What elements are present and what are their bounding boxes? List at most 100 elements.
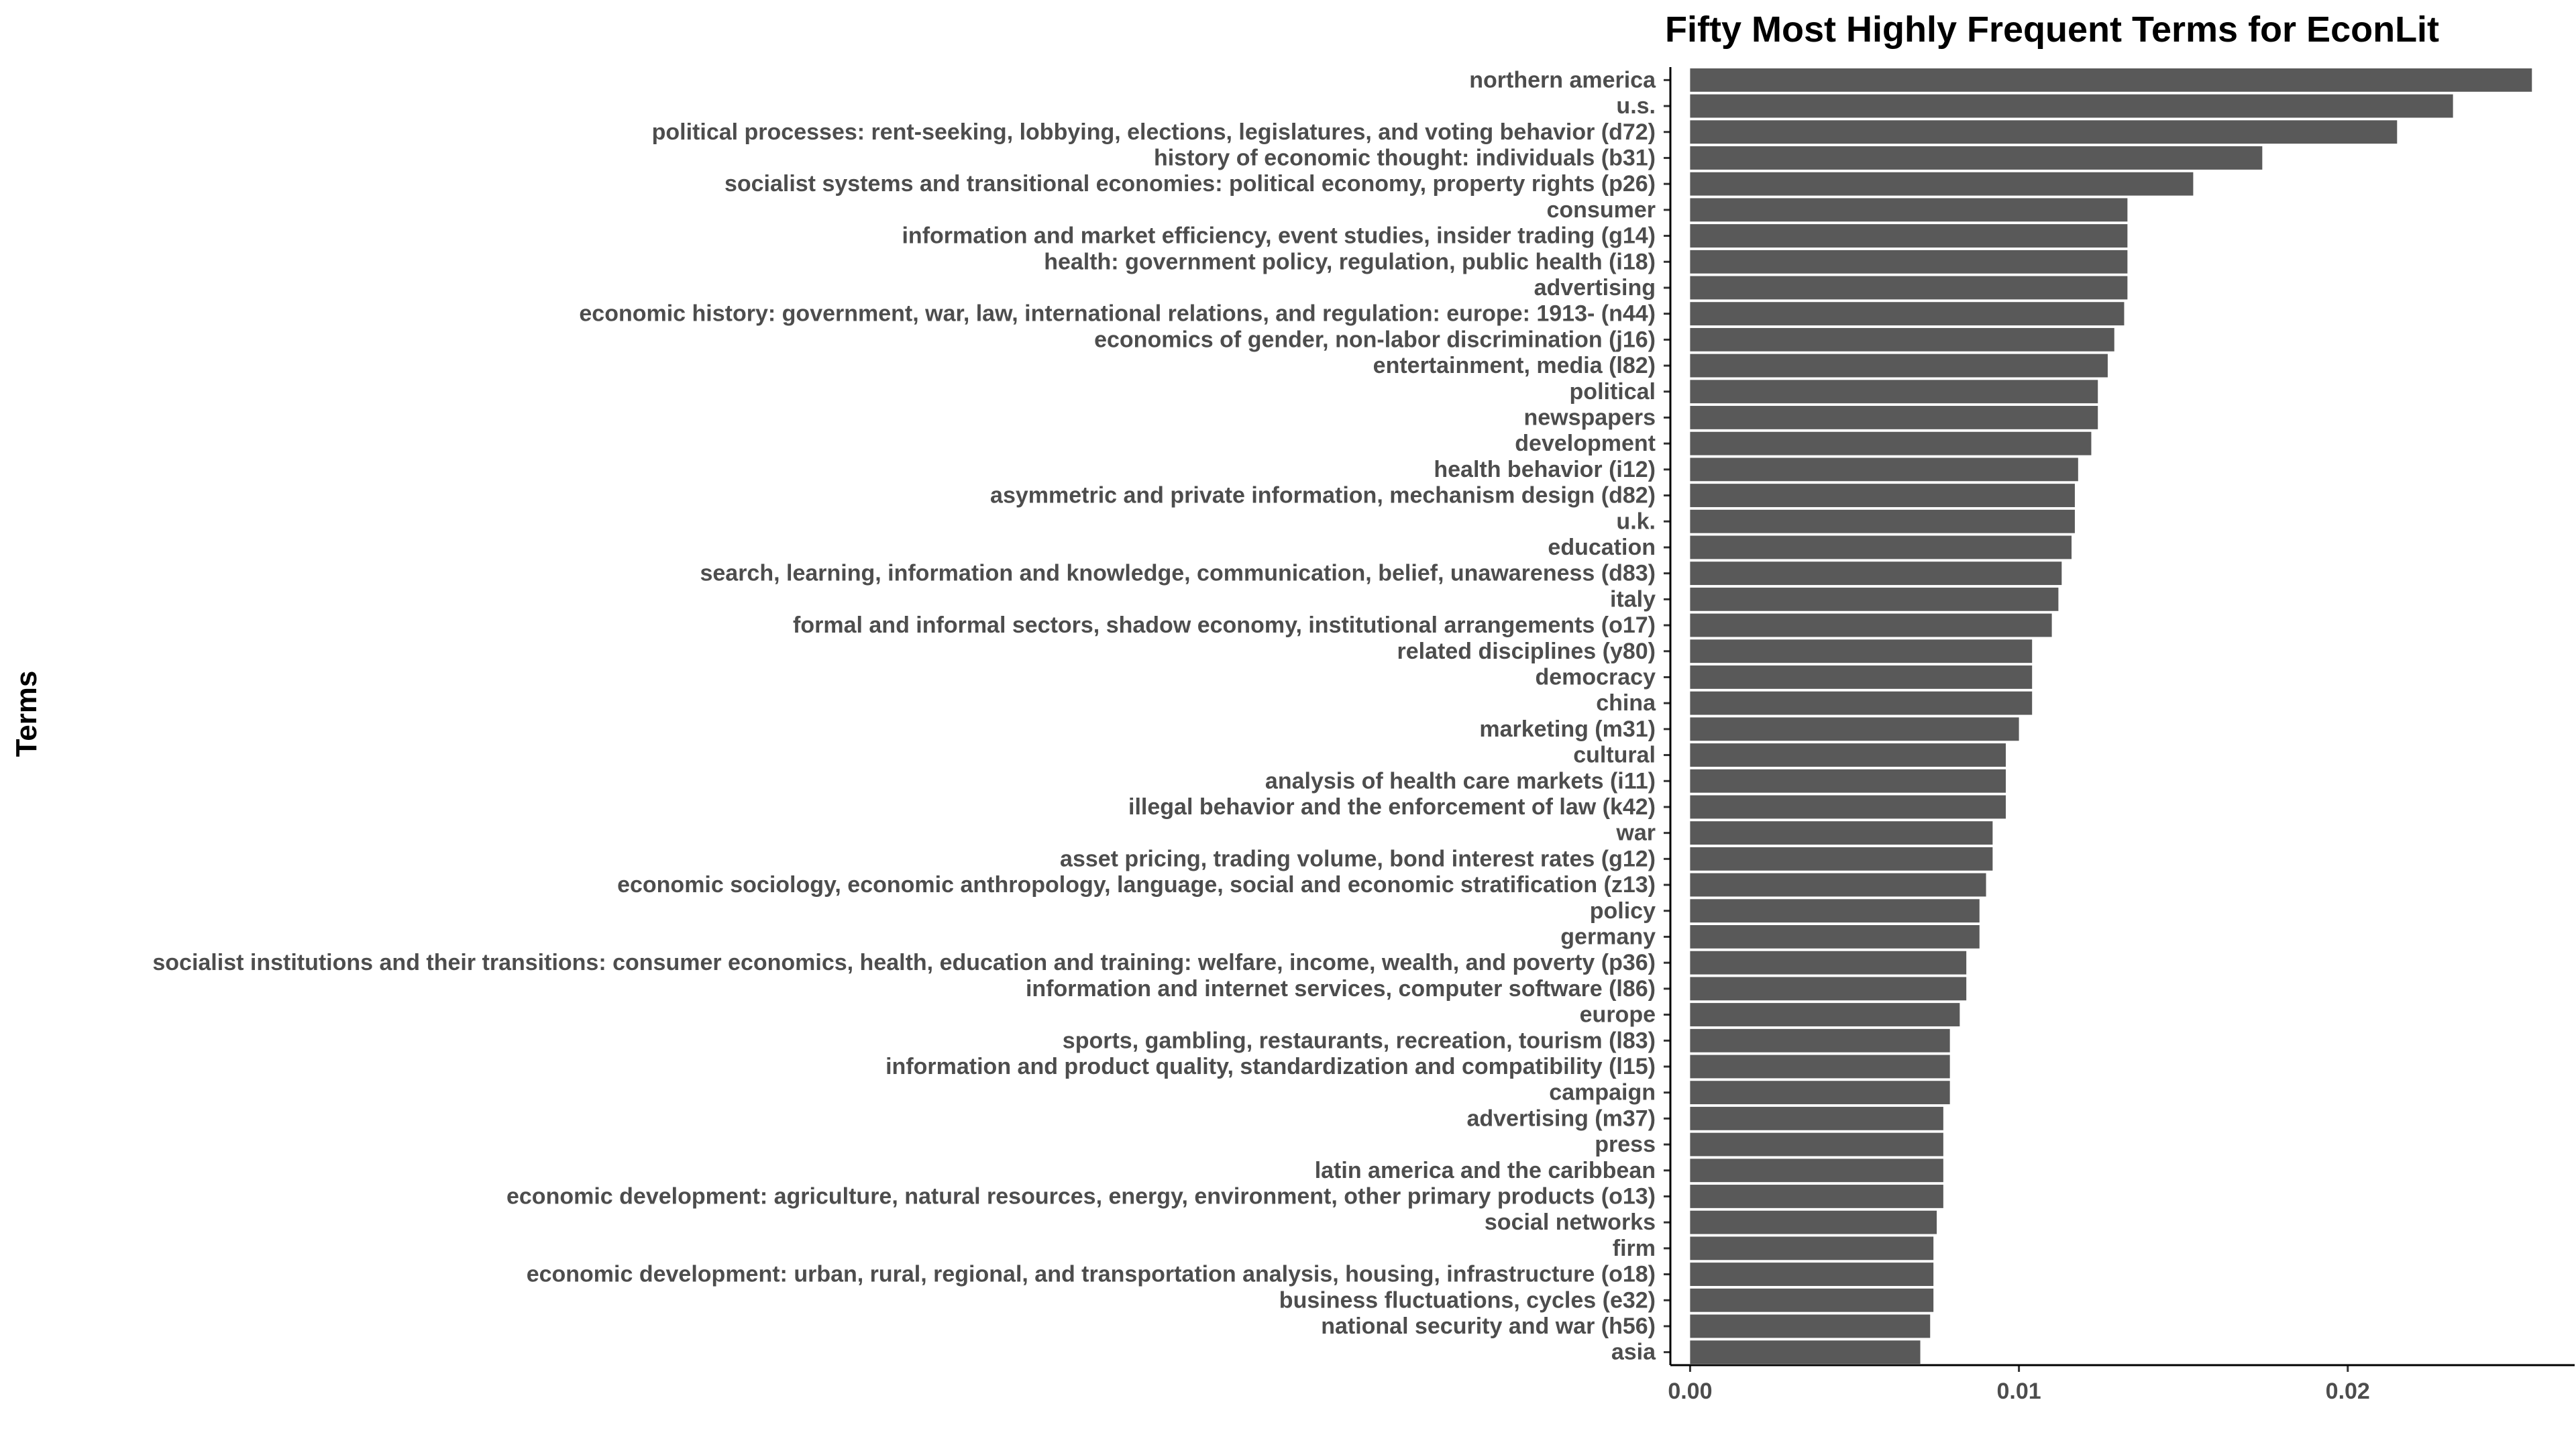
category-label: war [1615, 820, 1656, 846]
bar [1690, 613, 2052, 637]
bar [1690, 250, 2128, 274]
category-label: economic development: agriculture, natur… [506, 1183, 1656, 1209]
category-label: u.k. [1616, 508, 1656, 534]
category-label: asymmetric and private information, mech… [990, 483, 1656, 508]
category-label: europe [1580, 1002, 1656, 1028]
category-label: press [1595, 1132, 1656, 1157]
category-label: formal and informal sectors, shadow econ… [793, 612, 1656, 638]
bar [1690, 1288, 1934, 1312]
bar [1690, 1159, 1943, 1183]
x-tick-label: 0.02 [2326, 1379, 2370, 1404]
category-label: asia [1611, 1340, 1656, 1365]
category-label: northern america [1469, 67, 1656, 93]
category-label: education [1548, 535, 1656, 560]
bar [1690, 951, 1967, 975]
category-label: related disciplines (y80) [1397, 639, 1656, 664]
bar [1690, 1236, 1934, 1260]
bar [1690, 94, 2453, 118]
bar [1690, 68, 2532, 92]
category-label: socialist institutions and their transit… [152, 950, 1656, 975]
bar [1690, 484, 2075, 507]
category-label: latin america and the caribbean [1315, 1158, 1656, 1183]
bar [1690, 691, 2033, 715]
category-label: cultural [1573, 743, 1656, 768]
category-label: advertising [1534, 275, 1656, 301]
bar [1690, 873, 1986, 897]
bars-layer [1690, 68, 2532, 1364]
bar [1690, 406, 2098, 429]
category-label: economic development: urban, rural, regi… [527, 1262, 1656, 1287]
bar [1690, 276, 2128, 300]
category-label: consumer [1547, 197, 1656, 223]
bar [1690, 354, 2108, 378]
bar [1690, 587, 2059, 611]
bar [1690, 795, 2006, 819]
category-label: illegal behavior and the enforcement of … [1128, 794, 1656, 820]
bar [1690, 458, 2078, 482]
category-label: development [1515, 431, 1656, 456]
bar [1690, 380, 2098, 404]
bar [1690, 665, 2033, 689]
category-label: marketing (m31) [1479, 716, 1656, 742]
category-label: entertainment, media (l82) [1373, 353, 1656, 378]
y-axis-ticks [1664, 78, 1670, 1354]
bar [1690, 1106, 1943, 1130]
bar [1690, 1003, 1960, 1026]
y-axis-title: Terms [10, 671, 43, 757]
category-label: u.s. [1616, 93, 1656, 119]
bar [1690, 899, 1980, 923]
category-label: economic history: government, war, law, … [579, 301, 1656, 327]
bar [1690, 769, 2006, 793]
category-label: information and market efficiency, event… [902, 223, 1656, 249]
bar [1690, 224, 2128, 248]
bar [1690, 1028, 1950, 1053]
bar [1690, 561, 2062, 586]
category-label: search, learning, information and knowle… [700, 561, 1656, 586]
bar [1690, 1340, 1921, 1364]
category-label: germany [1560, 924, 1656, 949]
category-label: economic sociology, economic anthropolog… [617, 872, 1656, 898]
bar [1690, 821, 1993, 845]
category-label: china [1596, 690, 1656, 716]
bar [1690, 639, 2033, 663]
category-label: social networks [1485, 1210, 1656, 1235]
category-label: history of economic thought: individuals… [1154, 145, 1656, 170]
bar [1690, 146, 2263, 170]
bar [1690, 717, 2019, 741]
bar [1690, 509, 2075, 533]
bar [1690, 172, 2194, 196]
chart-title: Fifty Most Highly Frequent Terms for Eco… [1665, 9, 2439, 50]
category-label: information and product quality, standar… [885, 1054, 1656, 1079]
category-label: national security and war (h56) [1321, 1313, 1656, 1339]
category-label: socialist systems and transitional econo… [724, 171, 1656, 197]
bar [1690, 847, 1993, 871]
category-label: business fluctuations, cycles (e32) [1279, 1287, 1656, 1313]
bar [1690, 1081, 1950, 1105]
category-label: sports, gambling, restaurants, recreatio… [1063, 1028, 1656, 1053]
category-label: health: government policy, regulation, p… [1044, 249, 1656, 274]
bar [1690, 302, 2125, 326]
x-tick-label: 0.01 [1996, 1379, 2041, 1404]
category-label: campaign [1549, 1080, 1656, 1106]
bar [1690, 1185, 1943, 1208]
bar [1690, 120, 2398, 144]
category-label: firm [1613, 1236, 1656, 1261]
category-label: political processes: rent-seeking, lobby… [652, 119, 1656, 145]
bar [1690, 743, 2006, 767]
bar [1690, 1132, 1943, 1157]
category-label: newspapers [1523, 405, 1656, 430]
bar [1690, 1210, 1937, 1234]
bar [1690, 1055, 1950, 1079]
bar [1690, 198, 2128, 222]
category-label: democracy [1535, 664, 1656, 690]
x-tick-label: 0.00 [1668, 1379, 1712, 1404]
bar [1690, 1314, 1931, 1338]
category-label: asset pricing, trading volume, bond inte… [1060, 846, 1656, 871]
category-label: advertising (m37) [1466, 1106, 1656, 1131]
bar [1690, 977, 1967, 1001]
category-label: information and internet services, compu… [1026, 976, 1656, 1002]
category-label: political [1570, 379, 1656, 405]
category-label: policy [1590, 898, 1656, 924]
